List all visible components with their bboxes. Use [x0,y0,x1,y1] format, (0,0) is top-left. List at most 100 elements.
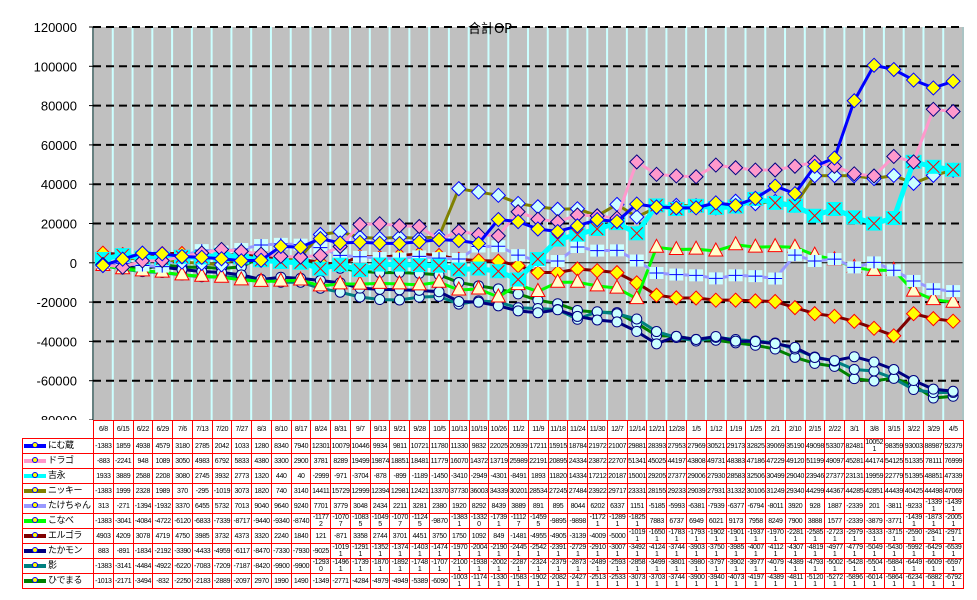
data-label: -10191 [330,543,351,559]
data-point [451,180,467,197]
data-label: 14372 [468,453,490,469]
data-label: 22025 [488,438,510,454]
data-label: -1383 [93,438,114,454]
data-label: -23791 [547,558,569,574]
data-label: 30521 [705,438,727,454]
data-label: -4084 [132,513,154,529]
data-point [213,268,230,283]
x-tick-label: 2/22 [824,420,846,439]
data-label: 928 [804,498,826,514]
data-point-x [946,163,960,177]
data-label: -27291 [567,543,589,559]
data-label: -25851 [804,528,826,544]
y-tick-label: 80000 [41,99,77,114]
data-point [193,267,210,282]
data-point [512,288,524,300]
data-point-x [768,196,782,210]
data-point [532,307,544,319]
data-point [925,80,942,96]
data-label: -3811 [883,498,905,514]
data-label: 12394 [369,483,391,499]
data-label: -2771 [330,573,351,589]
data-label: 12301 [310,438,332,454]
data-label: -39801 [685,558,707,574]
legend-entry: 吉永 [22,468,94,484]
data-label: 1089 [152,453,174,469]
data-label: -39031 [685,543,707,559]
data-label: 44197 [666,453,687,469]
data-point-x [353,263,367,277]
data-point [530,221,546,237]
data-label: 1750 [448,528,470,544]
data-label: 16070 [448,453,470,469]
data-label: 27245 [547,483,569,499]
data-point-x [847,210,861,224]
data-label: 3888 [804,513,826,529]
data-label: -8011 [765,498,786,514]
data-label: 54125 [883,453,905,469]
data-label: -20821 [547,573,569,589]
legend-marker-icon [32,441,38,448]
data-point-plus [787,249,802,262]
data-point [769,338,781,350]
data-label: 29881 [626,438,648,454]
data-point [631,313,643,325]
data-label: -13521 [369,543,391,559]
data-point [826,158,843,175]
data-point [727,197,744,214]
data-point-plus [886,264,901,277]
data-label: -37031 [646,573,668,589]
data-label: -9900 [270,558,292,574]
data-point-plus [590,244,605,257]
data-label: 8289 [330,453,351,469]
table-row: 影 -1383 -3141 -4484 -4922 -6220 -7083 -7209 -718… [22,558,964,574]
data-label: -4949 [389,573,411,589]
data-label: 8439 [488,498,510,514]
data-point [233,253,250,269]
data-label: 4579 [152,438,174,454]
data-point [708,157,724,173]
data-point-plus [669,268,684,281]
data-label: -15831 [508,573,529,589]
data-label: -1834 [132,543,154,559]
legend-marker-icon [32,531,38,538]
data-point [312,247,329,264]
data-label: 4983 [191,453,213,469]
data-label: 8340 [270,438,292,454]
data-point [371,274,388,289]
data-label: 44174 [863,453,885,469]
data-point [431,231,447,248]
data-label: -4955 [527,528,549,544]
data-point-x [472,262,485,275]
data-label: 948 [132,453,154,469]
data-label: 49098 [804,438,826,454]
data-label: 2240 [270,528,292,544]
data-label: 27931 [705,483,727,499]
data-label: -19701 [765,528,786,544]
data-label: -25901 [903,528,925,544]
data-label: -5185 [646,498,668,514]
data-point [134,253,151,269]
data-label: -11721 [587,513,608,529]
data-label: 20939 [508,438,529,454]
data-point [806,158,823,175]
data-label: -10707 [389,513,411,529]
legend-entry: ドラゴ [22,453,94,469]
data-label: 27969 [685,438,707,454]
series-にむ蔵 [95,57,961,274]
x-tick-label: 3/22 [903,420,925,439]
data-point-x [314,262,327,276]
data-label: 4451 [409,528,431,544]
data-label: 42851 [863,483,885,499]
data-label: -9900 [290,558,312,574]
data-label: -4284 [349,573,371,589]
data-label: 4903 [93,528,114,544]
legend-label: たけちゃん [48,501,91,511]
data-point [450,280,467,296]
data-label: 1033 [231,438,253,454]
data-label: 34339 [488,483,510,499]
data-point [273,238,289,255]
x-tick-label: 6/29 [152,420,174,439]
data-label: -2171 [112,573,134,589]
data-label: 2785 [191,438,213,454]
